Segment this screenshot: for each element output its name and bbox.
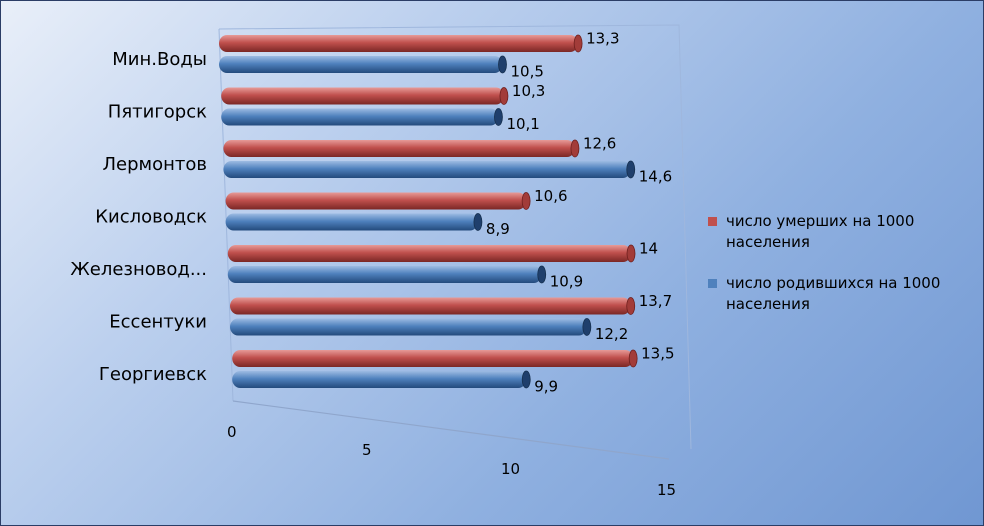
value-label-deaths: 13,3 [586, 30, 619, 48]
category-label: Железновод... [70, 259, 207, 280]
legend-label-deaths: число умерших на 1000 населения [726, 212, 915, 251]
bar-deaths [221, 87, 509, 105]
legend-item-deaths: число умерших на 1000 населения [706, 211, 976, 253]
value-label-deaths: 13,5 [641, 345, 674, 363]
value-label-births: 10,1 [506, 115, 539, 133]
category-label: Ессентуки [109, 312, 207, 333]
category-label: Кисловодск [95, 207, 207, 228]
bars [219, 34, 638, 389]
category-label: Пятигорск [108, 102, 207, 123]
x-tick-label: 10 [501, 460, 520, 478]
value-label-deaths: 10,3 [512, 82, 545, 100]
legend-item-births: число родившихся на 1000 населения [706, 273, 976, 315]
value-label-births: 10,5 [511, 63, 544, 81]
value-label-births: 12,2 [595, 325, 628, 343]
value-label-births: 10,9 [550, 273, 583, 291]
legend-swatch-deaths [708, 217, 717, 226]
labels: Мин.Воды 13,3 10,5 Пятигорск 10,3 10,1 Лермонт… [70, 30, 676, 500]
value-label-deaths: 14 [639, 240, 658, 258]
value-label-deaths: 10,6 [534, 187, 567, 205]
value-label-deaths: 12,6 [583, 135, 616, 153]
value-label-deaths: 13,7 [639, 292, 672, 310]
x-tick-label: 15 [657, 481, 676, 499]
x-tick-label: 0 [227, 423, 237, 441]
bar-births [225, 213, 483, 231]
value-label-births: 9,9 [534, 378, 558, 396]
category-label: Мин.Воды [112, 49, 207, 70]
bar-births [223, 160, 636, 179]
bar-deaths [225, 192, 531, 210]
bar-births [230, 318, 592, 336]
legend-label-births: число родившихся на 1000 населения [726, 274, 941, 313]
bar-deaths [223, 139, 580, 158]
bar-births [227, 265, 547, 284]
bar-deaths [219, 34, 583, 53]
value-label-births: 14,6 [639, 168, 672, 186]
legend: число умерших на 1000 населения число ро… [706, 211, 976, 335]
bar-births [232, 370, 531, 389]
category-label: Георгиевск [99, 364, 207, 385]
category-label: Лермонтов [102, 154, 207, 175]
x-tick-label: 5 [362, 441, 372, 459]
value-label-births: 8,9 [486, 220, 510, 238]
bar-births [219, 55, 507, 74]
bar-deaths [232, 349, 638, 368]
legend-swatch-births [708, 279, 717, 288]
axes [218, 24, 692, 460]
bar-births [221, 108, 503, 126]
bar-deaths [227, 244, 636, 263]
bar-deaths [230, 297, 636, 315]
